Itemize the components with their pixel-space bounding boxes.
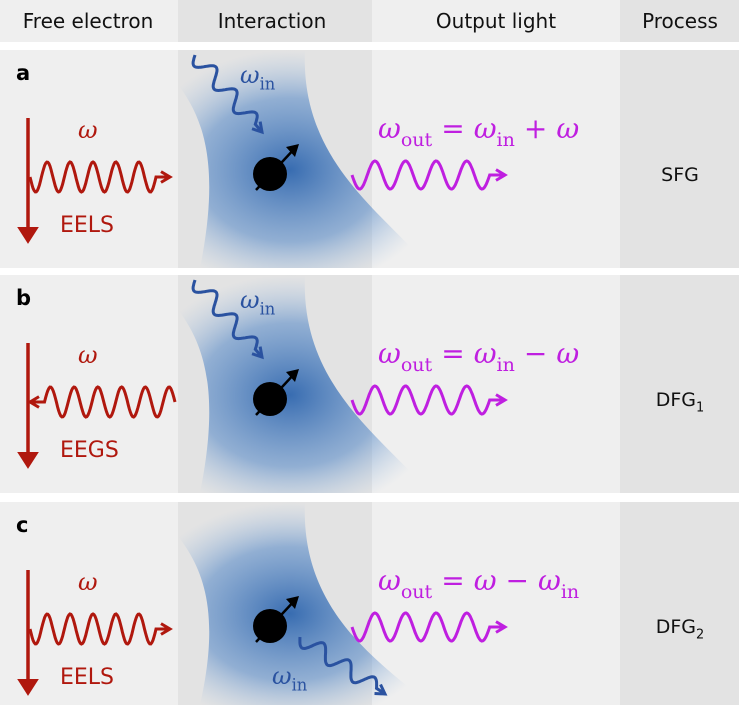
electron-signal: EEGS [60, 438, 119, 463]
electron-frequency: ω [78, 568, 98, 596]
math-subscript: in [497, 354, 515, 376]
math-symbol: ω [78, 341, 98, 369]
math-symbol: ω [538, 564, 561, 597]
math-symbol: ω [78, 116, 98, 144]
math-subscript: out [401, 581, 433, 603]
math-symbol: ω [78, 568, 98, 596]
row-separator [0, 493, 739, 502]
math-symbol: ω [240, 61, 260, 89]
math-symbol: − [506, 564, 529, 597]
electron-signal: EELS [60, 665, 114, 690]
column-header: Output light [436, 9, 556, 33]
math-symbol: = [441, 112, 464, 145]
math-symbol: ω [474, 112, 497, 145]
math-symbol: ω [240, 286, 260, 314]
column-bg [620, 0, 739, 705]
panel-label: a [16, 61, 30, 85]
math-symbol: + [524, 112, 547, 145]
panel-label: b [16, 286, 31, 310]
math-symbol: ω [556, 112, 579, 145]
math-symbol: DFG [656, 616, 696, 638]
math-subscript: in [497, 129, 515, 151]
math-subscript: out [401, 354, 433, 376]
panel-label: c [16, 513, 28, 537]
electron-signal: EELS [60, 213, 114, 238]
math-subscript: in [561, 581, 579, 603]
math-symbol: ω [272, 662, 292, 690]
math-symbol: DFG [656, 389, 696, 411]
math-symbol: SFG [661, 164, 699, 186]
electron-frequency: ω [78, 116, 98, 144]
math-symbol: = [441, 564, 464, 597]
column-header: Process [642, 9, 718, 33]
math-symbol: ω [378, 564, 401, 597]
math-symbol: ω [474, 337, 497, 370]
math-subscript: in [292, 676, 308, 695]
math-subscript: 2 [696, 627, 704, 642]
math-symbol: ω [378, 337, 401, 370]
column-header: Free electron [23, 9, 154, 33]
math-subscript: in [260, 300, 276, 319]
page: Free electron Interaction Output light Proc… [0, 0, 739, 705]
math-symbol: ω [474, 564, 497, 597]
row-separator [0, 42, 739, 50]
figure: Free electron Interaction Output light Proc… [0, 0, 739, 705]
electron-frequency: ω [78, 341, 98, 369]
row-separator [0, 268, 739, 275]
process-name: SFG [661, 164, 699, 186]
math-subscript: out [401, 129, 433, 151]
math-symbol: ω [556, 337, 579, 370]
math-symbol: = [441, 337, 464, 370]
math-symbol: ω [378, 112, 401, 145]
math-subscript: 1 [696, 400, 704, 415]
column-header: Interaction [218, 9, 327, 33]
math-symbol: − [524, 337, 547, 370]
math-subscript: in [260, 75, 276, 94]
